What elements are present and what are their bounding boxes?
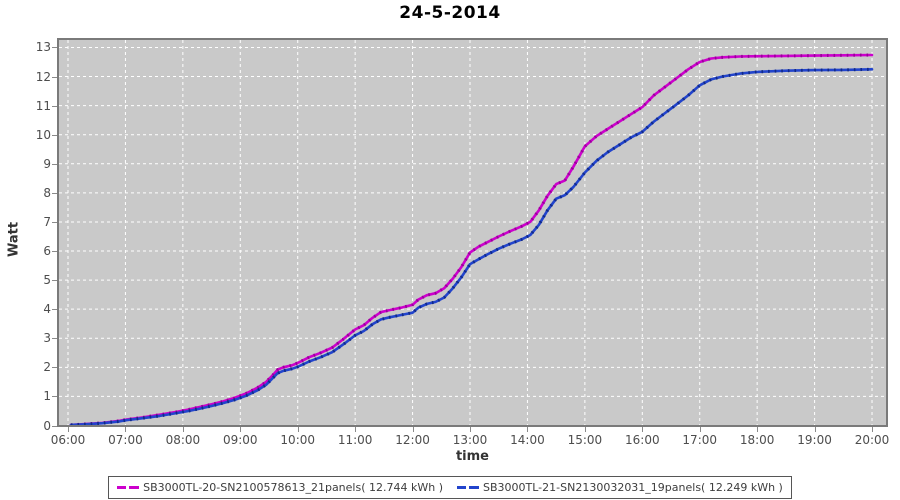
y-tick-mark [52, 47, 57, 49]
x-tick-mark [699, 427, 701, 432]
y-tick-mark [52, 134, 57, 136]
chart-title: 24-5-2014 [399, 3, 501, 23]
x-tick-label: 14:00 [510, 433, 545, 447]
y-tick-mark [52, 367, 57, 369]
x-tick-mark [297, 427, 299, 432]
y-tick-mark [52, 76, 57, 78]
y-tick-mark [52, 163, 57, 165]
legend-box: SB3000TL-20-SN2100578613_21panels( 12.74… [108, 476, 792, 499]
x-tick-mark [355, 427, 357, 432]
x-axis-title: time [455, 449, 490, 464]
y-tick-label: 5 [43, 273, 51, 288]
x-tick-label: 19:00 [797, 433, 832, 447]
y-tick-label: 12 [35, 69, 51, 84]
legend-item-1: SB3000TL-20-SN2100578613_21panels( 12.74… [117, 481, 443, 494]
x-tick-mark [642, 427, 644, 432]
y-tick-label: 4 [43, 302, 51, 317]
legend: SB3000TL-20-SN2100578613_21panels( 12.74… [0, 476, 900, 499]
legend-item-2: SB3000TL-21-SN2130032031_19panels( 12.24… [457, 481, 783, 494]
x-tick-label: 12:00 [395, 433, 430, 447]
x-tick-label: 13:00 [452, 433, 488, 447]
series-line-2 [69, 67, 874, 427]
x-tick-mark [412, 427, 414, 432]
x-tick-label: 07:00 [108, 433, 143, 447]
y-tick-mark [52, 105, 57, 107]
x-tick-label: 17:00 [682, 433, 718, 447]
x-tick-mark [527, 427, 529, 432]
x-tick-mark [470, 427, 471, 432]
x-tick-mark [757, 427, 759, 432]
x-tick-label: 16:00 [625, 433, 660, 447]
x-tick-mark [182, 427, 184, 432]
y-tick-mark [52, 221, 57, 223]
x-tick-label: 18:00 [739, 433, 775, 447]
x-tick-mark [584, 427, 586, 432]
y-tick-label: 13 [35, 40, 51, 55]
x-tick-mark [240, 427, 242, 432]
legend-line-swatch [457, 486, 479, 489]
x-tick-label: 20:00 [854, 433, 890, 447]
series-markers-1 [70, 53, 873, 427]
legend-label: SB3000TL-20-SN2100578613_21panels( 12.74… [143, 481, 443, 494]
plot-area [57, 38, 888, 427]
x-tick-mark [125, 427, 127, 432]
y-tick-mark [52, 309, 57, 311]
y-tick-label: 7 [43, 214, 51, 229]
y-tick-label: 10 [35, 127, 51, 142]
plot-canvas [57, 38, 888, 427]
legend-line-swatch [117, 486, 140, 489]
y-tick-label: 9 [43, 156, 51, 171]
y-tick-mark [52, 251, 57, 253]
y-tick-label: 2 [43, 360, 51, 375]
x-tick-label: 11:00 [337, 433, 373, 447]
x-tick-label: 09:00 [222, 433, 258, 447]
y-tick-label: 6 [43, 244, 51, 259]
y-tick-label: 1 [43, 389, 51, 404]
y-tick-mark [52, 192, 57, 194]
x-tick-label: 15:00 [567, 433, 603, 447]
y-tick-mark [52, 280, 57, 282]
x-tick-mark [68, 427, 69, 432]
x-tick-label: 10:00 [280, 433, 316, 447]
y-tick-label: 8 [43, 185, 51, 200]
legend-label: SB3000TL-21-SN2130032031_19panels( 12.24… [483, 481, 783, 494]
y-tick-mark [52, 338, 57, 340]
x-tick-label: 06:00 [50, 433, 86, 447]
x-tick-label: 08:00 [165, 433, 201, 447]
y-tick-label: 11 [35, 98, 51, 113]
y-tick-mark [52, 396, 57, 398]
y-tick-mark [52, 425, 57, 427]
x-tick-mark [872, 427, 874, 432]
y-tick-label: 0 [43, 418, 51, 433]
y-tick-label: 3 [43, 331, 51, 346]
x-tick-mark [814, 427, 816, 432]
